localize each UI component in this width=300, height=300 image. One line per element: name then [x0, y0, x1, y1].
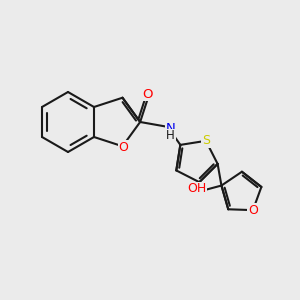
- Text: H: H: [166, 129, 175, 142]
- Text: O: O: [118, 141, 128, 154]
- Text: O: O: [248, 204, 258, 217]
- Text: N: N: [166, 122, 175, 135]
- Text: OH: OH: [188, 182, 207, 195]
- Text: O: O: [142, 88, 153, 101]
- Text: S: S: [202, 134, 210, 147]
